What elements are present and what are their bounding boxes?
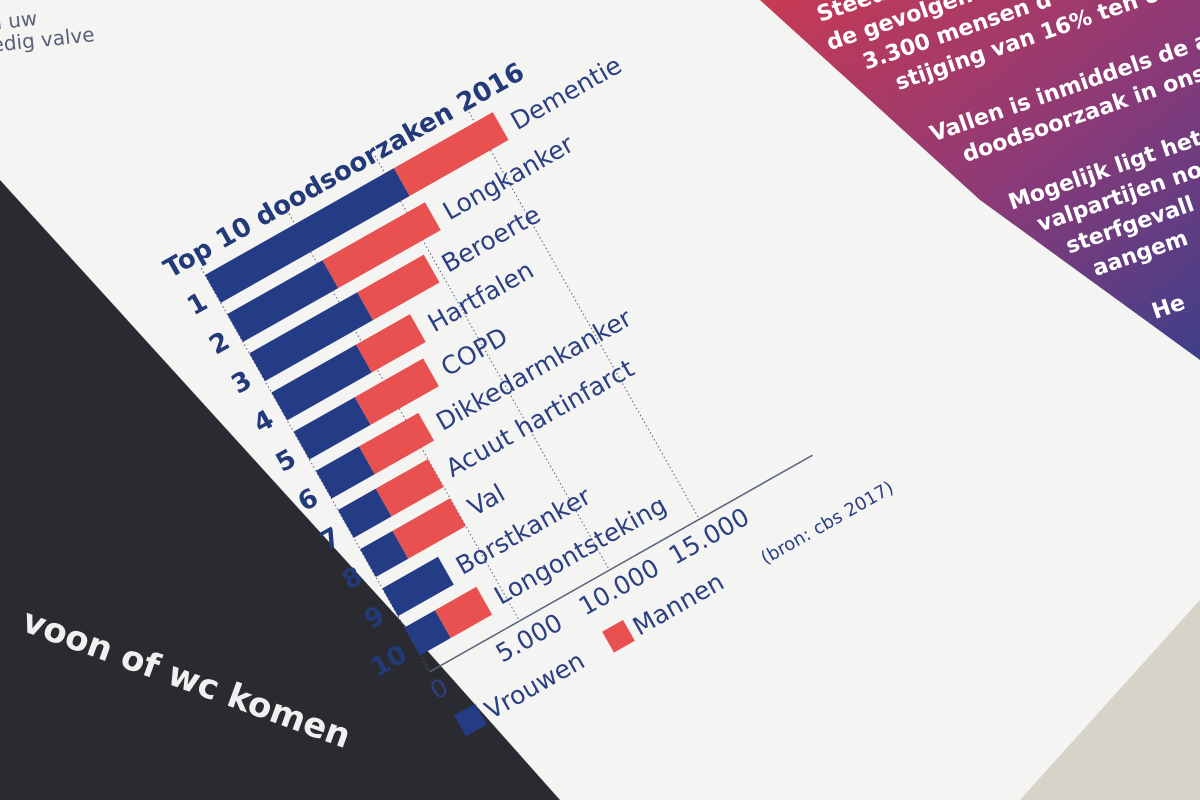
bar-chart: Top 10 doodsoorzaken 2016 DementieLongka… xyxy=(159,50,897,737)
bar-vrouwen-10 xyxy=(404,610,451,656)
gridline xyxy=(374,155,610,571)
bar-mannen-4 xyxy=(356,314,426,373)
bars xyxy=(204,112,509,656)
bar-vrouwen-3 xyxy=(249,292,373,382)
tick-label: 15.000 xyxy=(664,502,754,570)
rank-label: 6 xyxy=(293,483,324,518)
left-snippet-1: u uw xyxy=(0,6,38,35)
bar-vrouwen-1 xyxy=(204,168,410,303)
bar-vrouwen-5 xyxy=(293,397,371,460)
rank-label: 2 xyxy=(204,326,235,361)
bar-mannen-8 xyxy=(392,498,466,559)
bar-vrouwen-7 xyxy=(337,488,392,538)
x-axis-line xyxy=(429,454,813,673)
bar-mannen-1 xyxy=(393,112,509,196)
bar-mannen-5 xyxy=(354,358,439,425)
rank-label: 3 xyxy=(227,365,258,400)
rank-label: 8 xyxy=(337,561,368,596)
bar-vrouwen-9 xyxy=(382,556,454,617)
legend-swatch-vrouwen xyxy=(454,703,487,737)
tick-group: 0 xyxy=(425,672,453,705)
right-snippet-11: He xyxy=(1149,290,1189,324)
legend-swatch-mannen xyxy=(602,619,635,653)
rank-label: 5 xyxy=(271,444,302,479)
bar-vrouwen-4 xyxy=(271,344,372,421)
table-surface xyxy=(1020,600,1200,800)
category-label: Val xyxy=(463,478,510,522)
dark-page-heading: voon of wc komen xyxy=(17,601,356,757)
bar-vrouwen-6 xyxy=(315,446,375,499)
rank-label: 4 xyxy=(249,404,280,439)
gradient-panel xyxy=(760,0,1200,360)
rank-label: 1 xyxy=(182,287,213,322)
rank-label: 7 xyxy=(315,522,346,557)
bar-mannen-10 xyxy=(435,586,493,639)
gridline xyxy=(284,206,520,622)
rank-label: 9 xyxy=(360,600,391,635)
tick-label: 0 xyxy=(425,672,453,705)
bar-vrouwen-2 xyxy=(227,260,339,343)
bar-mannen-2 xyxy=(322,202,441,289)
rank-label: 10 xyxy=(366,639,412,683)
gridline xyxy=(464,104,700,520)
bar-mannen-7 xyxy=(375,459,444,517)
category-label: Dementie xyxy=(506,50,627,135)
source-note: (bron: cbs 2017) xyxy=(757,477,897,569)
legend-label-vrouwen: Vrouwen xyxy=(480,646,590,725)
bar-mannen-3 xyxy=(357,254,440,321)
category-label: Hartfalen xyxy=(423,255,539,338)
tick-group: 15.000 xyxy=(664,502,754,570)
bar-vrouwen-8 xyxy=(360,530,409,578)
bar-mannen-6 xyxy=(358,412,435,475)
